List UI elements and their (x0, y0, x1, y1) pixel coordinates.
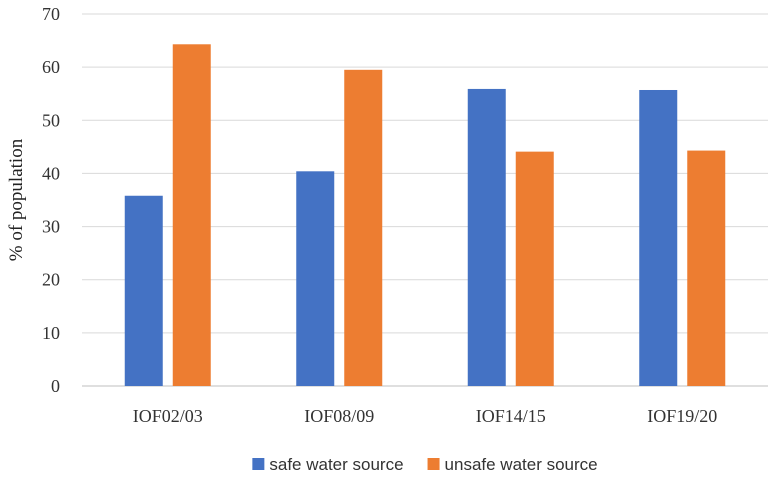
y-tick-label: 10 (42, 323, 60, 343)
x-tick-label: IOF19/20 (647, 406, 717, 426)
legend-label: unsafe water source (445, 455, 598, 474)
legend-entry: unsafe water source (427, 455, 598, 474)
x-axis-ticks: IOF02/03 IOF08/09 IOF14/15 IOF19/20 (133, 406, 718, 426)
y-tick-label: 50 (42, 110, 60, 130)
bar-safe-water-source-IOF02-03 (124, 195, 163, 386)
y-tick-label: 60 (42, 57, 60, 77)
bar-unsafe-water-source-IOF14-15 (515, 151, 554, 386)
y-tick-label: 20 (42, 270, 60, 290)
bars (124, 44, 726, 387)
x-tick-label: IOF14/15 (476, 406, 546, 426)
bar-safe-water-source-IOF19-20 (639, 89, 678, 386)
y-axis-label: % of population (6, 138, 27, 261)
bar-safe-water-source-IOF14-15 (467, 88, 506, 386)
legend-label: safe water source (269, 455, 403, 474)
legend-swatch (427, 458, 440, 470)
y-tick-label: 70 (42, 4, 60, 24)
legend-swatch (252, 458, 265, 470)
x-tick-label: IOF02/03 (133, 406, 203, 426)
bar-unsafe-water-source-IOF19-20 (687, 150, 726, 386)
y-axis-ticks: 0 10 20 30 40 50 60 70 (42, 4, 60, 396)
bar-unsafe-water-source-IOF08-09 (344, 69, 383, 387)
bar-safe-water-source-IOF08-09 (296, 171, 335, 386)
legend-entry: safe water source (252, 455, 404, 474)
y-tick-label: 0 (51, 376, 60, 396)
y-tick-label: 30 (42, 217, 60, 237)
legend: safe water source unsafe water source (252, 455, 598, 474)
x-tick-label: IOF08/09 (304, 406, 374, 426)
y-tick-label: 40 (42, 163, 60, 183)
bar-unsafe-water-source-IOF02-03 (172, 44, 211, 386)
